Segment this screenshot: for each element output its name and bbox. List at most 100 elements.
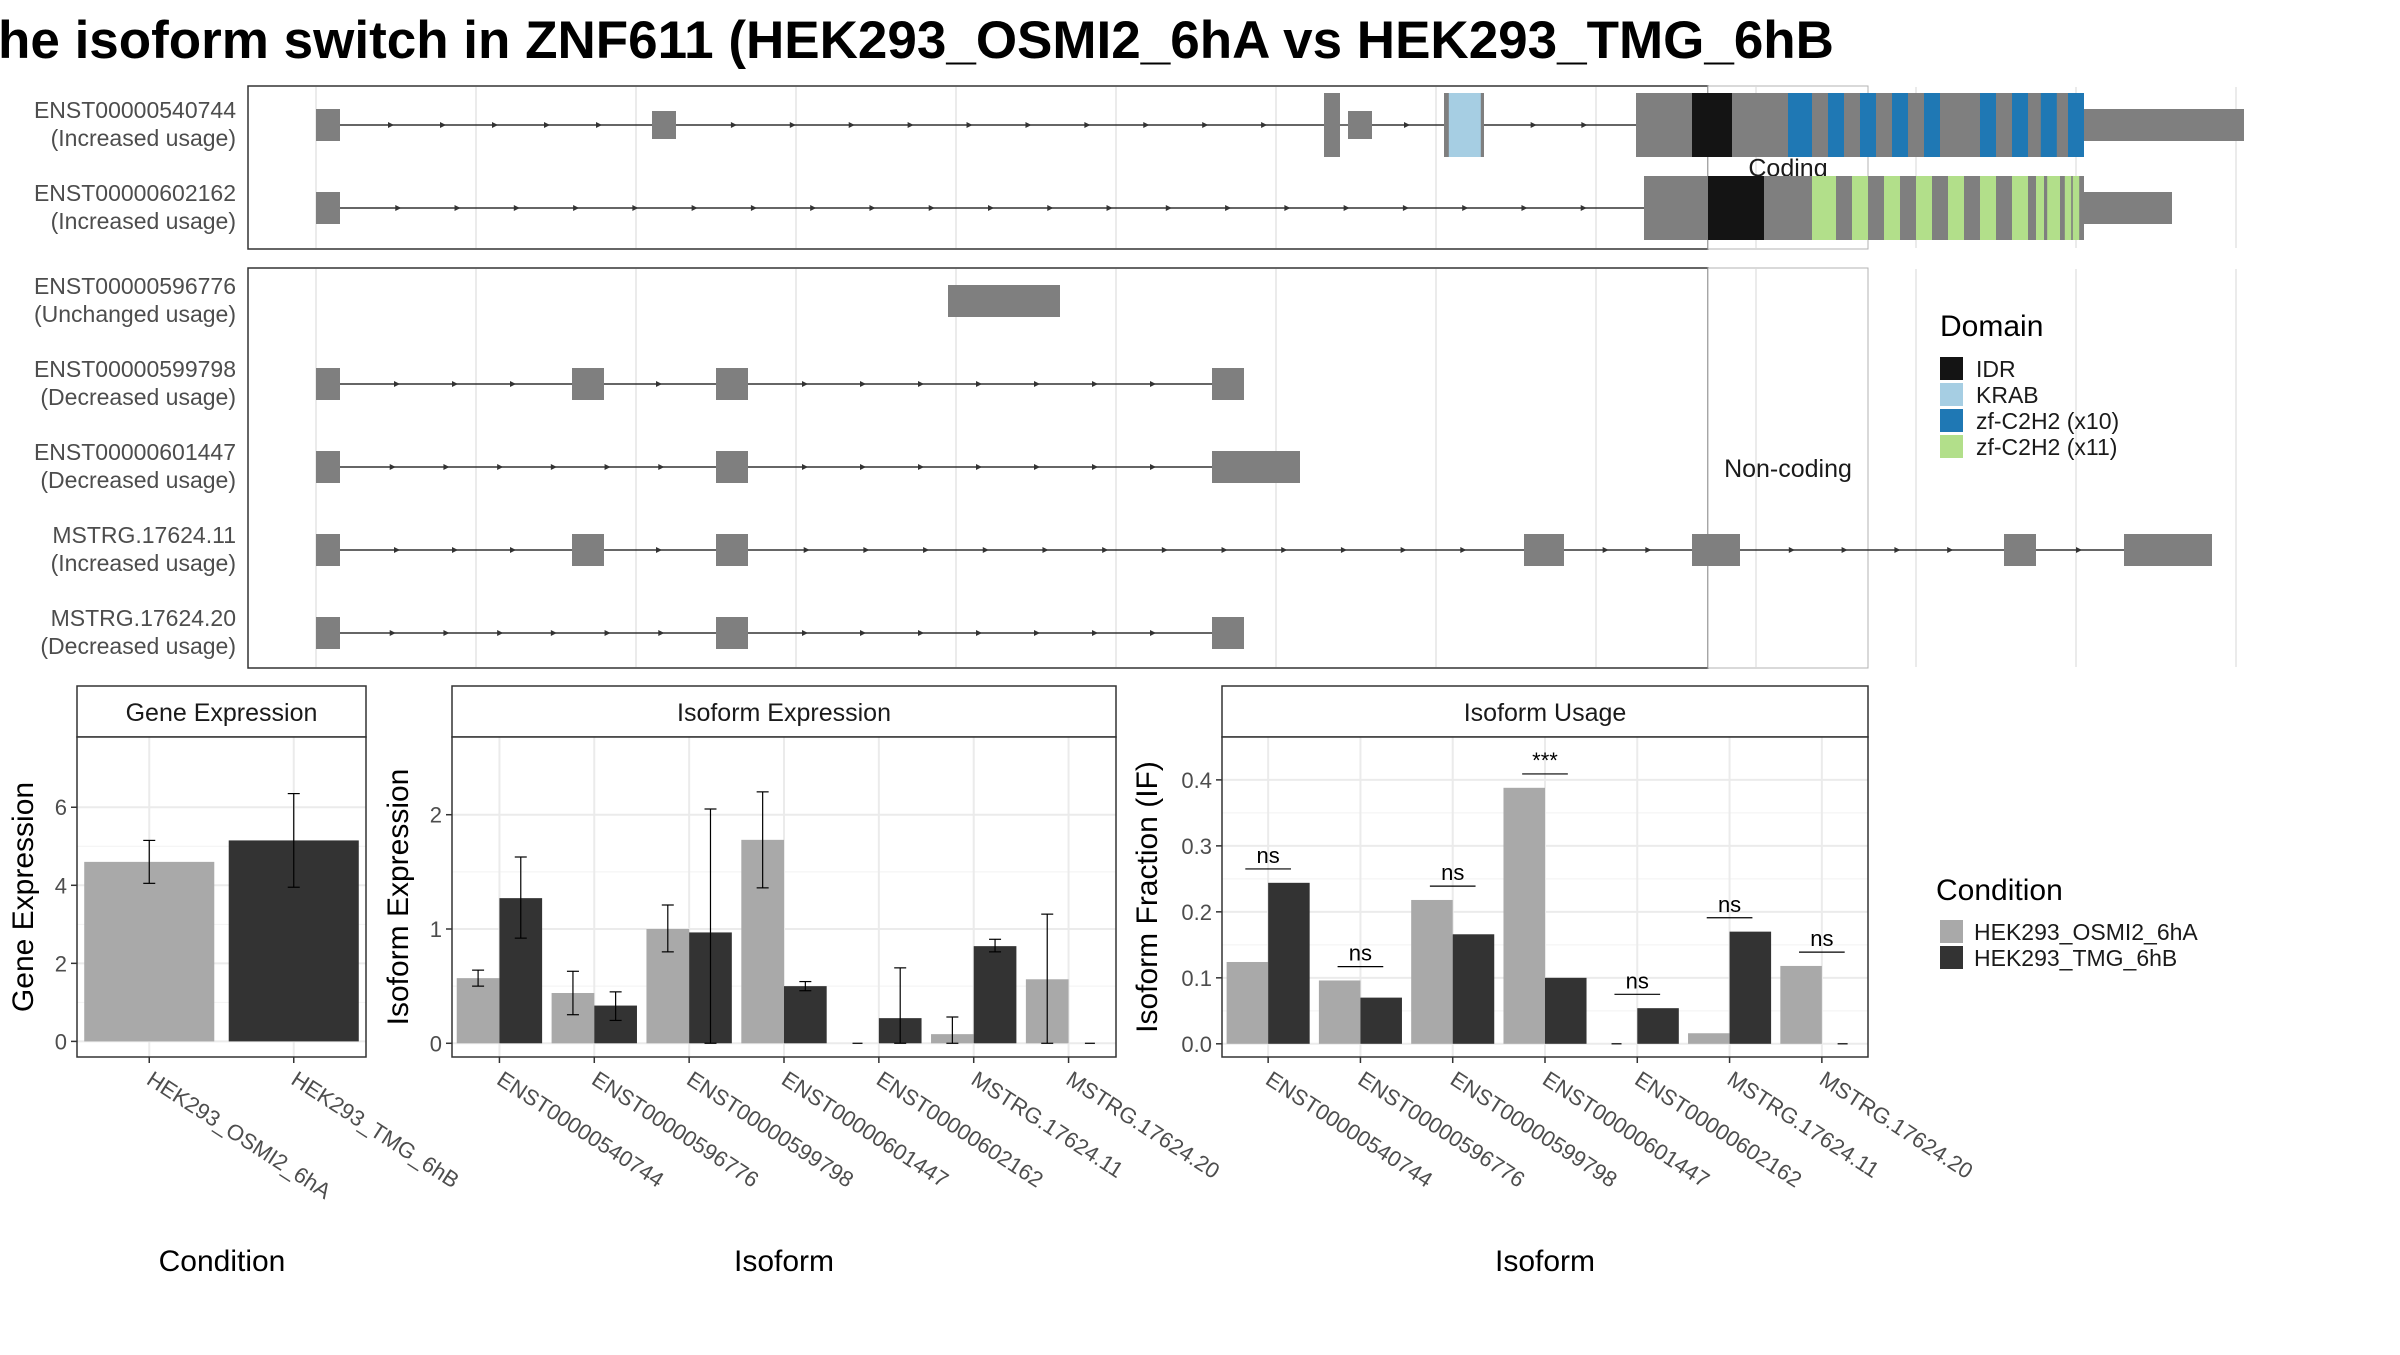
intron-arrow (1106, 205, 1113, 211)
isoform-row: ENST00000602162(Increased usage) (34, 176, 2172, 240)
isoform-usage: (Unchanged usage) (34, 301, 236, 327)
x-tick-label: ENST00000599798 (682, 1066, 858, 1192)
intron-arrow (443, 630, 450, 636)
intron-arrow (388, 122, 394, 128)
panel-title-strip (76, 685, 367, 738)
exon (572, 368, 604, 400)
intron-arrow (656, 381, 662, 387)
intron-arrow (918, 630, 924, 636)
intron-arrow (1581, 122, 1588, 128)
domain-zf11 (1852, 176, 1868, 240)
bar-condb (1729, 931, 1772, 1044)
significance-label: ns (1626, 968, 1649, 993)
domain-zf10 (1828, 93, 1844, 157)
domain-zf10 (1980, 93, 1996, 157)
noncoding-panel-strip (1707, 267, 1869, 669)
domain-zf10 (2040, 93, 2057, 157)
y-tick-label: 0 (55, 1029, 67, 1054)
intron-arrow (1034, 464, 1040, 470)
bar-condb (1637, 1008, 1679, 1044)
intron-arrow (1402, 205, 1409, 211)
intron-arrow (730, 122, 737, 128)
noncoding-panel-strip-label: Non-coding (1724, 455, 1852, 483)
panel-title-strip (451, 685, 1117, 738)
bar-conda (84, 861, 215, 1042)
intron-arrow (1841, 547, 1848, 553)
intron-arrow (1894, 547, 1901, 553)
exon (716, 534, 748, 566)
significance-label: *** (1532, 748, 1558, 773)
y-tick-label: 0.4 (1181, 768, 1212, 793)
panel-title: Gene Expression (126, 699, 318, 727)
intron-arrow (1460, 547, 1467, 553)
domain-zf10 (2012, 93, 2028, 157)
chart-title: he isoform switch in ZNF611 (HEK293_OSMI… (0, 11, 1834, 70)
legend-label: HEK293_TMG_6hB (1974, 945, 2177, 971)
x-tick-label: ENST00000540744 (1261, 1066, 1437, 1192)
exon (1212, 451, 1300, 483)
condition-legend-title: Condition (1936, 874, 2063, 907)
bar-conda (1411, 899, 1453, 1044)
exon (1524, 534, 1564, 566)
exon (2124, 534, 2212, 566)
intron-arrow (928, 205, 935, 211)
significance-label: ns (1810, 926, 1833, 951)
intron-arrow (1161, 547, 1168, 553)
domain-zf11 (2072, 176, 2080, 240)
exon (716, 617, 748, 649)
intron-arrow (802, 381, 808, 387)
exon (316, 534, 340, 566)
isoform-row: ENST00000596776(Unchanged usage) (34, 273, 1060, 327)
intron-arrow (810, 205, 817, 211)
expression-panels: Gene Expression0246HEK293_OSMI2_6hAHEK29… (7, 685, 1977, 1278)
panel-title: Isoform Expression (677, 699, 891, 727)
isoform-row: MSTRG.17624.11(Increased usage) (51, 522, 2212, 576)
exon (1212, 368, 1244, 400)
y-tick-label: 6 (55, 795, 67, 820)
exon (316, 109, 340, 141)
intron-arrow (691, 205, 698, 211)
y-tick-label: 0.0 (1181, 1032, 1212, 1057)
exon (1348, 111, 1372, 139)
domain-zf11 (1884, 176, 1900, 240)
intron-arrow (869, 205, 876, 211)
domain-zf11 (1980, 176, 1996, 240)
domain-zf11 (1812, 176, 1836, 240)
exon (2084, 192, 2172, 224)
x-axis-title: Isoform (1495, 1245, 1595, 1278)
legend-swatch-zf10 (1940, 409, 1963, 432)
exon (316, 368, 340, 400)
intron-arrow (604, 464, 611, 470)
exon (572, 534, 604, 566)
intron-arrow (550, 630, 557, 636)
intron-arrow (497, 464, 504, 470)
intron-arrow (440, 122, 446, 128)
domain-zf10 (2076, 93, 2084, 157)
isoform-usage: (Decreased usage) (40, 633, 236, 659)
intron-arrow (1025, 122, 1032, 128)
legend-swatch-conda (1940, 920, 1963, 943)
exon (716, 451, 748, 483)
legend-swatch-idr (1940, 357, 1963, 380)
x-tick-label: ENST00000596776 (1354, 1066, 1530, 1192)
intron-arrow (492, 122, 498, 128)
intron-arrow (452, 547, 458, 553)
domain-zf10 (1860, 93, 1876, 157)
legend-swatch-krab (1940, 383, 1963, 406)
intron-arrow (1092, 464, 1098, 470)
domain-idr (1708, 176, 1764, 240)
domain-zf11 (1948, 176, 1964, 240)
intron-arrow (860, 464, 866, 470)
exon (652, 111, 676, 139)
bar-conda (1688, 1033, 1730, 1044)
intron-arrow (1034, 381, 1040, 387)
exon (1212, 617, 1244, 649)
x-tick-label: ENST00000601447 (1538, 1066, 1714, 1192)
isoform-id: MSTRG.17624.20 (51, 605, 236, 631)
intron-arrow (1102, 547, 1109, 553)
intron-arrow (452, 381, 458, 387)
domain-idr (1692, 93, 1732, 157)
intron-arrow (2076, 547, 2082, 553)
chart-panel-2: Isoform Usage 0.0 0.1 0.2 0.3 0.4 ns ns ns *** ns n… (1131, 685, 1977, 1278)
domain-zf11 (2047, 176, 2060, 240)
